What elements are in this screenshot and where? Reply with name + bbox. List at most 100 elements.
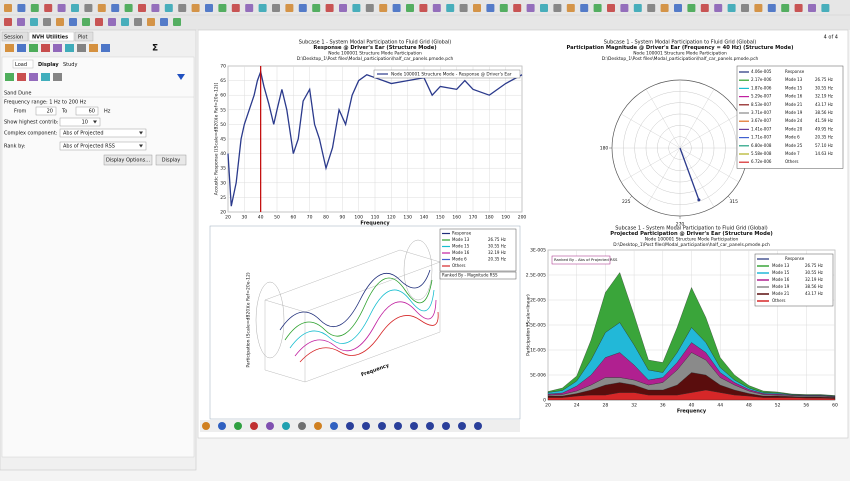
toolbar-icon[interactable] <box>647 4 656 12</box>
toolbar-icon[interactable] <box>30 4 39 12</box>
button-label[interactable]: Display <box>162 158 180 164</box>
panel-icon[interactable] <box>53 44 62 52</box>
toolbar-icon[interactable] <box>459 4 468 12</box>
toolbar-icon[interactable] <box>231 4 240 12</box>
subtab[interactable] <box>12 59 34 69</box>
toolbar-icon[interactable] <box>580 4 589 12</box>
tab-label[interactable]: Session <box>4 35 23 41</box>
pane-tool[interactable] <box>346 422 354 430</box>
pane-tool[interactable] <box>426 422 434 430</box>
toolbar-icon[interactable] <box>540 4 548 12</box>
toolbar-icon[interactable] <box>30 18 38 26</box>
button-label[interactable]: Display Options... <box>106 158 150 164</box>
tab-label[interactable]: Plot <box>78 35 87 41</box>
combo-value[interactable]: Abs of Projected <box>63 131 104 137</box>
toolbar-icon[interactable] <box>191 4 200 12</box>
toolbar-icon[interactable] <box>620 4 629 12</box>
toolbar-icon[interactable] <box>164 4 173 12</box>
toolbar-icon[interactable] <box>432 4 441 12</box>
toolbar-icon[interactable] <box>147 18 155 26</box>
toolbar-icon[interactable] <box>124 4 133 12</box>
toolbar-icon[interactable] <box>473 4 481 12</box>
toolbar-icon[interactable] <box>44 4 53 12</box>
toolbar-icon[interactable] <box>406 4 414 12</box>
combo-arrow[interactable] <box>93 120 97 124</box>
subtab-label[interactable]: Study <box>63 62 77 68</box>
toolbar-icon[interactable] <box>365 4 374 12</box>
pane-tool[interactable] <box>362 422 370 430</box>
toolbar-icon[interactable] <box>499 4 508 12</box>
toolbar-icon[interactable] <box>84 4 93 12</box>
toolbar-icon[interactable] <box>419 4 428 12</box>
toolbar-icon[interactable] <box>700 4 709 12</box>
toolbar-icon[interactable] <box>160 18 168 26</box>
toolbar-icon[interactable] <box>95 18 103 26</box>
panel-icon[interactable] <box>17 73 26 81</box>
toolbar-icon[interactable] <box>138 4 146 12</box>
complex-combo[interactable] <box>59 128 147 138</box>
toolbar-icon[interactable] <box>82 18 90 26</box>
panel-icon[interactable] <box>53 73 62 81</box>
panel-icon[interactable] <box>89 44 98 52</box>
toolbar-icon[interactable] <box>660 4 669 12</box>
pane-tool[interactable] <box>474 422 482 430</box>
toolbar-icon[interactable] <box>17 4 26 12</box>
pane-tool[interactable] <box>298 422 306 430</box>
subtab-label[interactable]: Load <box>15 62 27 68</box>
from-input[interactable] <box>35 106 57 116</box>
toolbar-icon[interactable] <box>794 4 803 12</box>
tab[interactable] <box>28 31 75 42</box>
toolbar-icon[interactable] <box>71 4 79 12</box>
toolbar-icon[interactable] <box>4 18 12 26</box>
toolbar-icon[interactable] <box>526 4 535 12</box>
highest-combo[interactable] <box>59 117 101 127</box>
panel-icon[interactable] <box>29 73 38 81</box>
toolbar-icon[interactable] <box>379 4 388 12</box>
toolbar-icon[interactable] <box>392 4 401 12</box>
toolbar-icon[interactable] <box>57 4 66 12</box>
to-input[interactable] <box>75 106 99 116</box>
button[interactable] <box>155 154 187 166</box>
pane-tool[interactable] <box>458 422 466 430</box>
filter-icon[interactable] <box>177 74 185 80</box>
combo-value[interactable]: 10 <box>82 120 88 126</box>
toolbar-icon[interactable] <box>339 4 347 12</box>
toolbar-icon[interactable] <box>741 4 749 12</box>
toolbar-icon[interactable] <box>325 4 334 12</box>
pane-tool[interactable] <box>234 422 242 430</box>
toolbar-icon[interactable] <box>633 4 642 12</box>
pane-tool[interactable] <box>282 422 290 430</box>
tab-label[interactable]: NVH Utilities <box>32 35 68 41</box>
toolbar-icon[interactable] <box>446 4 455 12</box>
panel-icon[interactable] <box>17 44 26 52</box>
panel-icon[interactable] <box>101 44 110 52</box>
pane-tool[interactable] <box>250 422 258 430</box>
toolbar-icon[interactable] <box>56 18 64 26</box>
toolbar-icon[interactable] <box>808 4 816 12</box>
toolbar-icon[interactable] <box>607 4 615 12</box>
toolbar-icon[interactable] <box>121 18 129 26</box>
combo-arrow[interactable] <box>139 144 143 148</box>
from-value[interactable]: 20 <box>47 109 53 115</box>
combo-value[interactable]: Abs of Projected RSS <box>63 144 115 150</box>
toolbar-icon[interactable] <box>553 4 562 12</box>
toolbar-icon[interactable] <box>821 4 830 12</box>
toolbar-icon[interactable] <box>43 18 51 26</box>
subtab-label[interactable]: Display <box>38 62 59 68</box>
toolbar-icon[interactable] <box>754 4 763 12</box>
tab[interactable] <box>1 31 29 42</box>
toolbar-icon[interactable] <box>245 4 254 12</box>
sigma-button[interactable]: Σ <box>152 44 158 54</box>
pane-tool[interactable] <box>442 422 450 430</box>
toolbar-icon[interactable] <box>593 4 602 12</box>
toolbar-icon[interactable] <box>566 4 575 12</box>
toolbar-icon[interactable] <box>513 4 522 12</box>
panel-icon[interactable] <box>41 44 50 52</box>
toolbar-icon[interactable] <box>134 18 142 26</box>
toolbar-icon[interactable] <box>767 4 776 12</box>
toolbar-icon[interactable] <box>205 4 213 12</box>
combo-arrow[interactable] <box>139 131 143 135</box>
toolbar-icon[interactable] <box>151 4 160 12</box>
panel-icon[interactable] <box>65 44 74 52</box>
toolbar-icon[interactable] <box>17 18 25 26</box>
